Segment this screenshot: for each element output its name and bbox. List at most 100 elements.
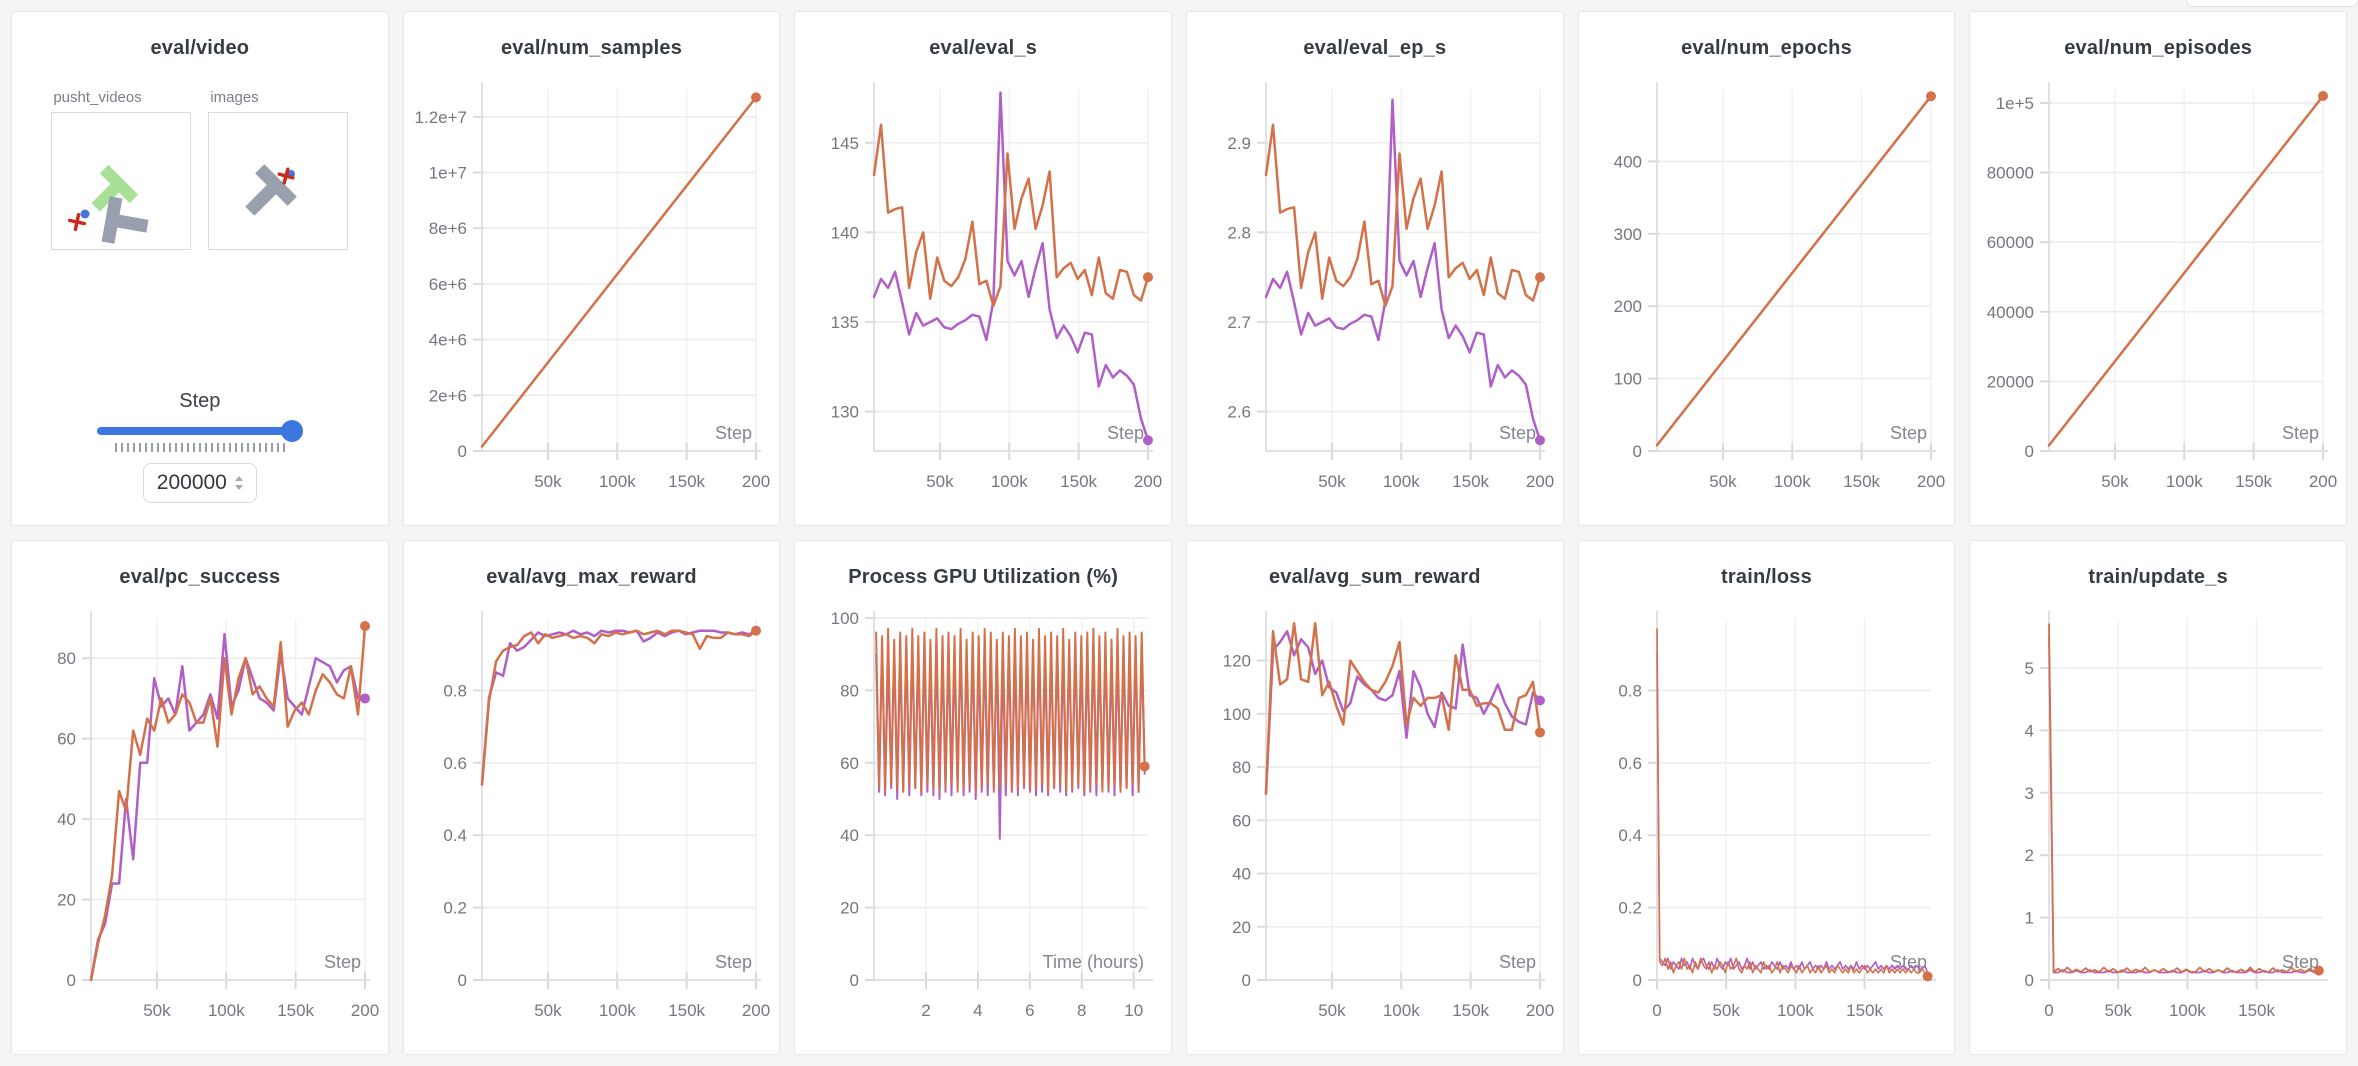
panel-eval-eval-ep-s[interactable]: eval/eval_ep_s 50k 100k 150k 200 2.6 2.7 2.8 2.…: [1185, 11, 1564, 526]
chart-canvas-eval-eval-ep-s[interactable]: 50k 100k 150k 200 2.6 2.7 2.8 2.9 Step: [1188, 75, 1562, 521]
svg-text:40: 40: [840, 826, 859, 845]
chart-canvas-eval-avg-sum-reward[interactable]: 50k 100k 150k 200 0 20 40 60 80 100 120 Step: [1188, 604, 1562, 1050]
svg-text:20000: 20000: [1987, 372, 2034, 391]
panel-process-gpu-utilization[interactable]: Process GPU Utilization (%) 2 4 6 8 10 0 20 40 6…: [794, 540, 1172, 1055]
svg-text:150k: 150k: [1844, 472, 1881, 491]
svg-text:100k: 100k: [1383, 472, 1420, 491]
svg-text:140: 140: [831, 223, 859, 242]
pusht-render-image: [245, 164, 298, 216]
panel-train-update-s[interactable]: train/update_s 0 50k 100k 150k 0 1 2 3 4 5 Step: [1969, 540, 2347, 1055]
svg-text:50k: 50k: [2105, 1001, 2133, 1020]
svg-text:150k: 150k: [1847, 1001, 1884, 1020]
svg-text:0.6: 0.6: [1619, 754, 1643, 773]
svg-text:100k: 100k: [1383, 1001, 1420, 1020]
svg-text:2: 2: [921, 1001, 930, 1020]
svg-text:100k: 100k: [1774, 472, 1811, 491]
svg-text:50k: 50k: [1318, 472, 1346, 491]
svg-text:150k: 150k: [1452, 472, 1489, 491]
svg-text:50k: 50k: [1318, 1001, 1346, 1020]
svg-text:135: 135: [831, 313, 859, 332]
svg-text:3: 3: [2025, 784, 2034, 803]
svg-text:6e+6: 6e+6: [429, 275, 467, 294]
panel-eval-video[interactable]: eval/video pusht_videos: [11, 11, 389, 526]
svg-text:0: 0: [850, 971, 859, 990]
video-thumbnail-pusht-videos[interactable]: [51, 112, 192, 250]
svg-text:0.4: 0.4: [1619, 826, 1643, 845]
svg-text:300: 300: [1614, 225, 1642, 244]
svg-text:0.2: 0.2: [444, 899, 468, 918]
svg-text:Step: Step: [324, 952, 361, 972]
panel-eval-avg-max-reward[interactable]: eval/avg_max_reward 50k 100k 150k 200 0 0.2 0.…: [402, 540, 781, 1055]
svg-text:150k: 150k: [277, 1001, 314, 1020]
spinner-down-icon[interactable]: [234, 485, 243, 490]
chart-canvas-eval-pc-success[interactable]: 50k 100k 150k 200 0 20 40 60 80 Step: [13, 604, 387, 1050]
svg-text:80: 80: [1232, 758, 1251, 777]
svg-text:Step: Step: [1499, 952, 1536, 972]
chart-canvas-eval-avg-max-reward[interactable]: 50k 100k 150k 200 0 0.2 0.4 0.6 0.8 Step: [404, 604, 778, 1050]
svg-text:80: 80: [57, 649, 76, 668]
slider-thumb[interactable]: [280, 420, 303, 442]
svg-text:2.6: 2.6: [1227, 403, 1251, 422]
chart-canvas-eval-num-samples[interactable]: 50k 100k 150k 200 0 2e+6 4e+6 6e+6 8e+6 1e+7 1.2e+…: [404, 75, 778, 521]
panel-eval-num-samples[interactable]: eval/num_samples 50k 100k 150k 200 0 2e+6 4e+6…: [402, 11, 781, 526]
svg-text:40: 40: [1232, 865, 1251, 884]
step-slider-label: Step: [179, 390, 221, 412]
step-input-spinner[interactable]: [234, 476, 243, 490]
svg-text:8e+6: 8e+6: [429, 219, 467, 238]
panel-eval-num-episodes[interactable]: eval/num_episodes 50k 100k 150k 200 0 20000 40…: [1969, 11, 2347, 526]
slider-tick-ruler: [114, 443, 287, 452]
svg-text:150k: 150k: [669, 472, 706, 491]
media-label: pusht_videos: [53, 89, 142, 106]
svg-text:4: 4: [973, 1001, 982, 1020]
svg-text:Step: Step: [1890, 423, 1927, 443]
svg-text:2e+6: 2e+6: [429, 386, 467, 405]
panel-eval-pc-success[interactable]: eval/pc_success 50k 100k 150k 200 0 20 40 60 80 S…: [11, 540, 389, 1055]
svg-text:200: 200: [1917, 472, 1945, 491]
panel-title: train/update_s: [2088, 566, 2228, 588]
svg-text:0: 0: [1241, 971, 1250, 990]
svg-text:1e+5: 1e+5: [1996, 94, 2034, 113]
svg-text:60: 60: [840, 754, 859, 773]
chart-canvas-eval-eval-s[interactable]: 50k 100k 150k 200 130 135 140 145 Step: [796, 75, 1170, 521]
video-thumbnail-images[interactable]: [208, 112, 349, 250]
slider-track[interactable]: [96, 427, 299, 435]
svg-text:100k: 100k: [599, 472, 636, 491]
svg-text:200: 200: [742, 472, 770, 491]
chart-canvas-eval-num-episodes[interactable]: 50k 100k 150k 200 0 20000 40000 60000 80000 1e+5 S…: [1971, 75, 2345, 521]
panel-eval-avg-sum-reward[interactable]: eval/avg_sum_reward 50k 100k 150k 200 0 20 40 6…: [1185, 540, 1564, 1055]
svg-text:50k: 50k: [535, 1001, 563, 1020]
green-t-block: [91, 164, 139, 212]
svg-text:100: 100: [1614, 370, 1642, 389]
svg-text:0.8: 0.8: [1619, 681, 1643, 700]
svg-text:Step: Step: [1107, 423, 1144, 443]
svg-text:0: 0: [458, 442, 467, 461]
panel-eval-eval-s[interactable]: eval/eval_s 50k 100k 150k 200 130 135 140 145 St…: [794, 11, 1172, 526]
svg-text:50k: 50k: [1713, 1001, 1741, 1020]
svg-text:400: 400: [1614, 152, 1642, 171]
svg-text:80000: 80000: [1987, 164, 2034, 183]
svg-text:150k: 150k: [1060, 472, 1097, 491]
svg-text:200: 200: [1526, 1001, 1554, 1020]
step-input[interactable]: 200000: [142, 463, 257, 503]
svg-text:0.6: 0.6: [444, 754, 468, 773]
panel-eval-num-epochs[interactable]: eval/num_epochs 50k 100k 150k 200 0 100 200 300…: [1577, 11, 1956, 526]
spinner-up-icon[interactable]: [234, 476, 243, 481]
svg-text:50k: 50k: [143, 1001, 171, 1020]
panel-title: eval/pc_success: [119, 566, 281, 588]
panel-title: eval/eval_ep_s: [1303, 37, 1447, 59]
panel-title: eval/video: [150, 37, 250, 59]
svg-text:120: 120: [1222, 652, 1250, 671]
step-input-value[interactable]: 200000: [156, 471, 227, 494]
panel-train-loss[interactable]: train/loss 0 50k 100k 150k 0 0.2 0.4 0.6 0.8 Step: [1577, 540, 1956, 1055]
gray-t-block: [245, 164, 298, 216]
svg-text:20: 20: [57, 891, 76, 910]
chart-canvas-eval-num-epochs[interactable]: 50k 100k 150k 200 0 100 200 300 400 Step: [1579, 75, 1953, 521]
svg-text:150k: 150k: [669, 1001, 706, 1020]
svg-text:100k: 100k: [1777, 1001, 1814, 1020]
step-slider[interactable]: [96, 420, 303, 453]
